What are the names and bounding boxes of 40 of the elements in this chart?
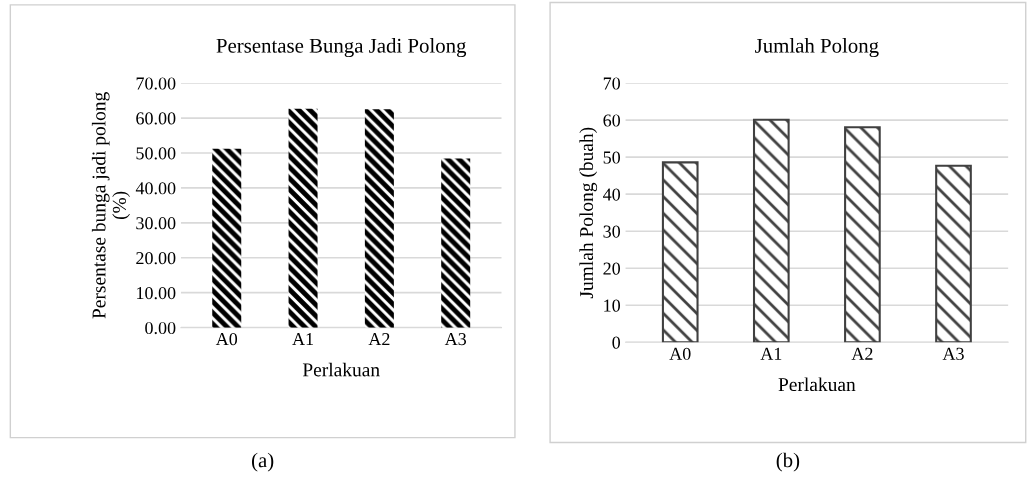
bar [288,108,318,328]
y-tick-label: 40 [603,188,621,201]
bar [935,164,972,343]
y-tick-label: 10 [604,299,621,312]
y-tick-label: 70.00 [136,77,176,90]
y-tick-label: 20 [603,262,621,275]
bar [844,126,881,343]
x-tick-label: A1 [292,333,314,346]
y-tick-label: 70 [603,77,621,90]
y-tick-label: 50.00 [136,147,176,160]
y-tick-label: 60.00 [136,112,176,125]
y-tick-label: 50 [603,151,621,164]
y-axis-title: Persentase bunga jadi polong (%) [91,92,130,319]
y-tick-label: 60 [603,114,621,127]
y-tick-label: 30 [603,225,621,238]
text: (b) [776,452,800,472]
y-axis-title: Jumlah Polong (buah) [579,127,598,299]
y-tick-label: 40.00 [135,182,176,195]
chart-title: Persentase Bunga Jadi Polong [216,38,467,58]
x-tick-label: A3 [942,347,964,360]
y-tick-label: 20.00 [136,252,176,265]
y-tick-label: 10.00 [137,286,176,300]
x-tick-label: A2 [368,333,390,346]
y-tick-label: 0.00 [145,321,176,335]
chart-title: Jumlah Polong [755,38,879,58]
x-tick-label: A1 [760,347,782,360]
x-tick-label: A2 [851,347,873,360]
bar [441,158,471,328]
text: (a) [251,452,274,472]
bar [661,161,699,343]
x-tick-label: A3 [444,333,467,346]
y-tick-label: 30.00 [136,217,176,230]
x-axis-title: Perlakuan [778,377,856,392]
x-tick-label: A0 [669,347,691,360]
x-axis-title: Perlakuan [302,362,380,377]
y-tick-label: 0 [612,336,621,349]
bar [212,148,242,328]
bar [752,118,790,343]
bar [364,109,394,328]
x-tick-label: A0 [215,333,238,346]
